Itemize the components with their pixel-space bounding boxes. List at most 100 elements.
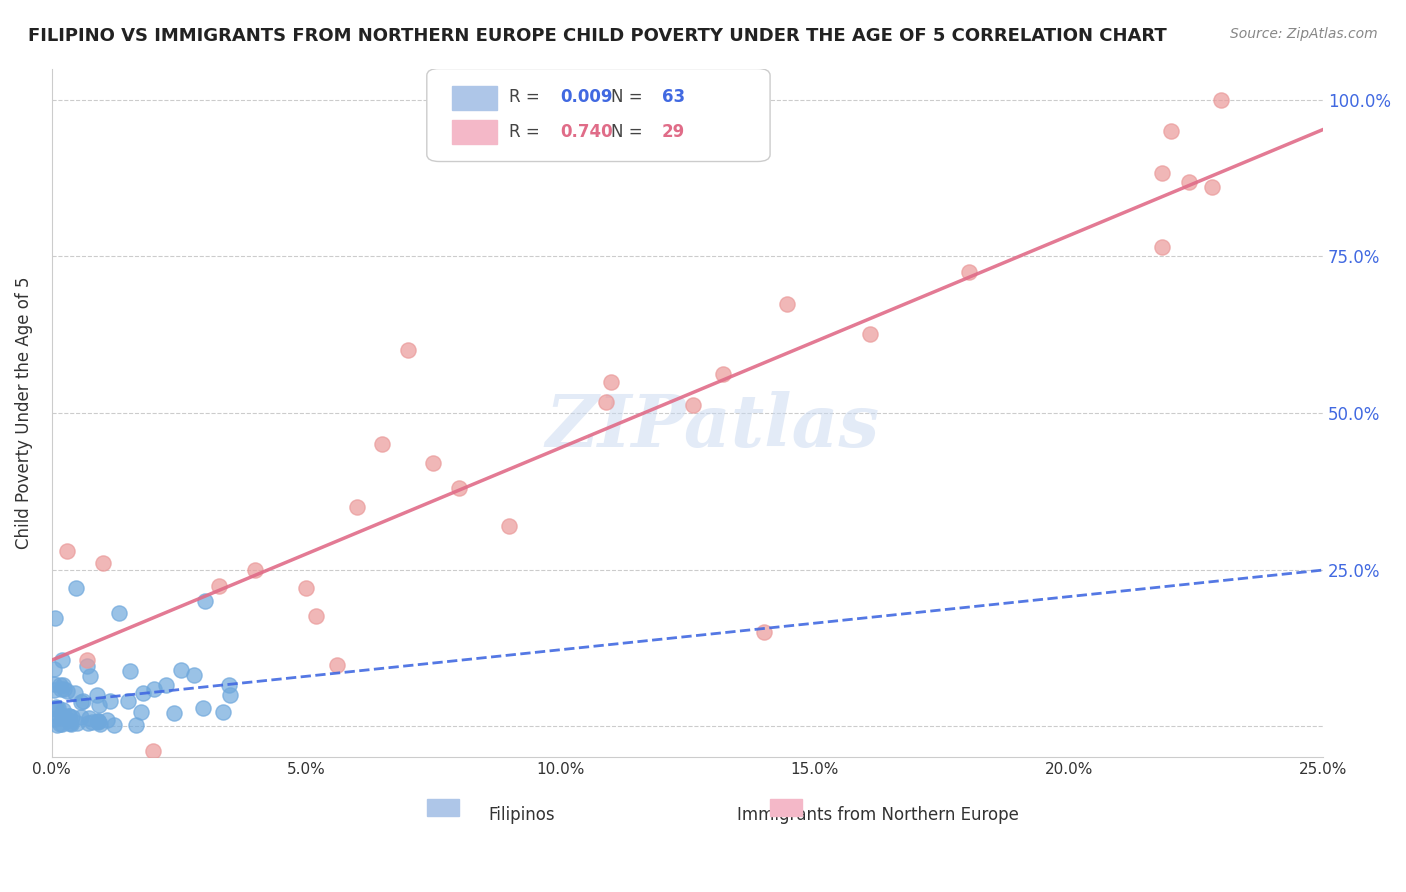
Text: 0.009: 0.009 [561,88,613,106]
Point [131,705,153,719]
Point [346,500,368,514]
Point [326,658,349,673]
Point [58,709,80,723]
Point [44,712,66,726]
Point [194,594,217,608]
Point [51,708,73,723]
Point [76,652,98,666]
Point [183,667,205,681]
Point [60,709,83,723]
Point [51,652,73,666]
Point [498,518,520,533]
Point [65,582,87,596]
Point [1211,93,1233,107]
Point [89,698,111,713]
Y-axis label: Child Poverty Under the Age of 5: Child Poverty Under the Age of 5 [15,277,32,549]
Point [1150,165,1173,179]
Text: Immigrants from Northern Europe: Immigrants from Northern Europe [737,805,1019,823]
Point [100,694,122,708]
Point [59,716,82,731]
Point [191,700,214,714]
Point [86,688,108,702]
Point [56,683,79,698]
Point [87,714,110,728]
Bar [770,798,801,816]
Point [142,744,165,758]
Point [155,678,177,692]
Point [58,709,80,723]
Point [305,608,328,623]
Point [125,718,148,732]
Point [243,562,266,576]
Point [52,678,75,692]
Text: N =: N = [612,123,643,141]
Point [776,297,799,311]
Text: R =: R = [509,88,540,106]
Text: Source: ZipAtlas.com: Source: ZipAtlas.com [1230,27,1378,41]
Point [44,683,66,698]
Point [170,663,193,677]
Point [87,714,110,728]
Point [48,710,70,724]
Point [1201,180,1223,194]
Point [396,343,419,358]
Point [49,678,72,692]
Point [79,669,101,683]
Point [212,705,235,719]
Point [44,702,66,716]
Point [163,706,186,720]
Text: FILIPINO VS IMMIGRANTS FROM NORTHERN EUROPE CHILD POVERTY UNDER THE AGE OF 5 COR: FILIPINO VS IMMIGRANTS FROM NORTHERN EUR… [28,27,1167,45]
Point [46,718,69,732]
Point [87,715,110,730]
Text: 63: 63 [662,88,685,106]
Point [107,607,129,621]
Bar [453,120,496,145]
Point [208,579,231,593]
Point [118,665,141,679]
Point [447,481,470,495]
Point [218,678,240,692]
Point [52,682,75,697]
Point [682,398,704,412]
Text: ZIPatlas: ZIPatlas [546,392,880,462]
Point [66,716,89,731]
Point [1177,175,1199,189]
Point [44,662,66,676]
Point [422,456,444,470]
Point [1152,240,1174,254]
Point [56,713,79,727]
Point [76,659,98,673]
Point [80,714,103,729]
Text: 29: 29 [662,123,685,141]
Point [103,718,125,732]
Point [295,582,318,596]
FancyBboxPatch shape [427,69,770,161]
Point [63,686,86,700]
Point [89,717,111,731]
Point [77,715,100,730]
Point [70,709,93,723]
Point [131,686,153,700]
Point [59,716,82,731]
Text: Filipinos: Filipinos [489,805,555,823]
Point [1160,124,1182,138]
Point [600,375,623,389]
Text: 0.740: 0.740 [561,123,613,141]
Point [52,703,75,717]
Point [49,717,72,731]
Point [91,556,114,570]
Point [51,717,73,731]
Point [117,694,139,708]
Point [752,625,775,640]
Point [72,693,94,707]
Point [44,677,66,691]
Point [45,699,67,714]
Point [371,437,394,451]
Point [859,326,882,341]
Point [59,717,82,731]
Point [595,395,617,409]
Point [51,682,73,697]
Text: N =: N = [612,88,643,106]
Point [713,367,735,381]
Point [957,265,980,279]
